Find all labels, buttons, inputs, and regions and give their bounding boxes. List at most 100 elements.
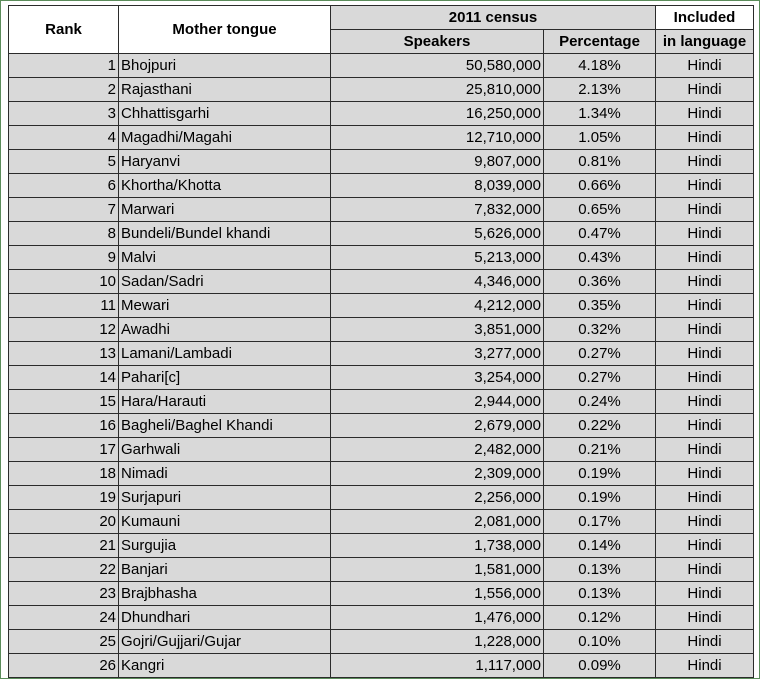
mother-tongue-cell[interactable]: Bundeli/Bundel khandi bbox=[118, 221, 331, 246]
mother-tongue-cell[interactable]: Sadan/Sadri bbox=[118, 269, 331, 294]
percentage-cell[interactable]: 0.65% bbox=[543, 197, 656, 222]
speakers-cell[interactable]: 1,556,000 bbox=[330, 581, 544, 606]
language-cell[interactable]: Hindi bbox=[655, 53, 754, 78]
rank-cell[interactable]: 18 bbox=[8, 461, 119, 486]
language-cell[interactable]: Hindi bbox=[655, 581, 754, 606]
mother-tongue-cell[interactable]: Malvi bbox=[118, 245, 331, 270]
mother-tongue-cell[interactable]: Surjapuri bbox=[118, 485, 331, 510]
percentage-cell[interactable]: 0.36% bbox=[543, 269, 656, 294]
rank-cell[interactable]: 23 bbox=[8, 581, 119, 606]
language-cell[interactable]: Hindi bbox=[655, 485, 754, 510]
rank-cell[interactable]: 1 bbox=[8, 53, 119, 78]
rank-cell[interactable]: 4 bbox=[8, 125, 119, 150]
mother-tongue-cell[interactable]: Mewari bbox=[118, 293, 331, 318]
speakers-cell[interactable]: 7,832,000 bbox=[330, 197, 544, 222]
language-cell[interactable]: Hindi bbox=[655, 197, 754, 222]
percentage-cell[interactable]: 4.18% bbox=[543, 53, 656, 78]
percentage-cell[interactable]: 0.35% bbox=[543, 293, 656, 318]
rank-cell[interactable]: 5 bbox=[8, 149, 119, 174]
speakers-cell[interactable]: 3,254,000 bbox=[330, 365, 544, 390]
language-cell[interactable]: Hindi bbox=[655, 413, 754, 438]
mother-tongue-cell[interactable]: Awadhi bbox=[118, 317, 331, 342]
language-cell[interactable]: Hindi bbox=[655, 293, 754, 318]
header-mother-tongue[interactable]: Mother tongue bbox=[118, 5, 331, 54]
speakers-cell[interactable]: 1,117,000 bbox=[330, 653, 544, 678]
percentage-cell[interactable]: 0.19% bbox=[543, 485, 656, 510]
rank-cell[interactable]: 15 bbox=[8, 389, 119, 414]
header-included-line2[interactable]: in language bbox=[655, 29, 754, 54]
language-cell[interactable]: Hindi bbox=[655, 221, 754, 246]
mother-tongue-cell[interactable]: Marwari bbox=[118, 197, 331, 222]
mother-tongue-cell[interactable]: Brajbhasha bbox=[118, 581, 331, 606]
speakers-cell[interactable]: 5,213,000 bbox=[330, 245, 544, 270]
language-cell[interactable]: Hindi bbox=[655, 461, 754, 486]
speakers-cell[interactable]: 16,250,000 bbox=[330, 101, 544, 126]
percentage-cell[interactable]: 0.27% bbox=[543, 341, 656, 366]
speakers-cell[interactable]: 1,581,000 bbox=[330, 557, 544, 582]
rank-cell[interactable]: 16 bbox=[8, 413, 119, 438]
language-cell[interactable]: Hindi bbox=[655, 389, 754, 414]
language-cell[interactable]: Hindi bbox=[655, 317, 754, 342]
percentage-cell[interactable]: 0.27% bbox=[543, 365, 656, 390]
percentage-cell[interactable]: 0.13% bbox=[543, 581, 656, 606]
mother-tongue-cell[interactable]: Lamani/Lambadi bbox=[118, 341, 331, 366]
rank-cell[interactable]: 7 bbox=[8, 197, 119, 222]
percentage-cell[interactable]: 0.09% bbox=[543, 653, 656, 678]
language-cell[interactable]: Hindi bbox=[655, 365, 754, 390]
percentage-cell[interactable]: 1.05% bbox=[543, 125, 656, 150]
speakers-cell[interactable]: 1,228,000 bbox=[330, 629, 544, 654]
rank-cell[interactable]: 21 bbox=[8, 533, 119, 558]
percentage-cell[interactable]: 0.19% bbox=[543, 461, 656, 486]
rank-cell[interactable]: 20 bbox=[8, 509, 119, 534]
percentage-cell[interactable]: 0.81% bbox=[543, 149, 656, 174]
mother-tongue-cell[interactable]: Banjari bbox=[118, 557, 331, 582]
language-cell[interactable]: Hindi bbox=[655, 77, 754, 102]
language-cell[interactable]: Hindi bbox=[655, 653, 754, 678]
header-rank[interactable]: Rank bbox=[8, 5, 119, 54]
speakers-cell[interactable]: 2,256,000 bbox=[330, 485, 544, 510]
rank-cell[interactable]: 14 bbox=[8, 365, 119, 390]
speakers-cell[interactable]: 5,626,000 bbox=[330, 221, 544, 246]
mother-tongue-cell[interactable]: Kangri bbox=[118, 653, 331, 678]
mother-tongue-cell[interactable]: Rajasthani bbox=[118, 77, 331, 102]
language-cell[interactable]: Hindi bbox=[655, 269, 754, 294]
language-cell[interactable]: Hindi bbox=[655, 533, 754, 558]
language-cell[interactable]: Hindi bbox=[655, 605, 754, 630]
header-percentage[interactable]: Percentage bbox=[543, 29, 656, 54]
percentage-cell[interactable]: 0.10% bbox=[543, 629, 656, 654]
percentage-cell[interactable]: 0.43% bbox=[543, 245, 656, 270]
mother-tongue-cell[interactable]: Magadhi/Magahi bbox=[118, 125, 331, 150]
rank-cell[interactable]: 19 bbox=[8, 485, 119, 510]
percentage-cell[interactable]: 0.17% bbox=[543, 509, 656, 534]
language-cell[interactable]: Hindi bbox=[655, 341, 754, 366]
mother-tongue-cell[interactable]: Chhattisgarhi bbox=[118, 101, 331, 126]
rank-cell[interactable]: 10 bbox=[8, 269, 119, 294]
mother-tongue-cell[interactable]: Bagheli/Baghel Khandi bbox=[118, 413, 331, 438]
percentage-cell[interactable]: 0.14% bbox=[543, 533, 656, 558]
language-cell[interactable]: Hindi bbox=[655, 101, 754, 126]
language-cell[interactable]: Hindi bbox=[655, 125, 754, 150]
speakers-cell[interactable]: 9,807,000 bbox=[330, 149, 544, 174]
speakers-cell[interactable]: 12,710,000 bbox=[330, 125, 544, 150]
header-speakers[interactable]: Speakers bbox=[330, 29, 544, 54]
speakers-cell[interactable]: 25,810,000 bbox=[330, 77, 544, 102]
language-cell[interactable]: Hindi bbox=[655, 629, 754, 654]
speakers-cell[interactable]: 4,212,000 bbox=[330, 293, 544, 318]
language-cell[interactable]: Hindi bbox=[655, 509, 754, 534]
rank-cell[interactable]: 17 bbox=[8, 437, 119, 462]
mother-tongue-cell[interactable]: Pahari[c] bbox=[118, 365, 331, 390]
speakers-cell[interactable]: 4,346,000 bbox=[330, 269, 544, 294]
rank-cell[interactable]: 6 bbox=[8, 173, 119, 198]
mother-tongue-cell[interactable]: Kumauni bbox=[118, 509, 331, 534]
rank-cell[interactable]: 2 bbox=[8, 77, 119, 102]
rank-cell[interactable]: 3 bbox=[8, 101, 119, 126]
percentage-cell[interactable]: 0.13% bbox=[543, 557, 656, 582]
speakers-cell[interactable]: 8,039,000 bbox=[330, 173, 544, 198]
rank-cell[interactable]: 24 bbox=[8, 605, 119, 630]
speakers-cell[interactable]: 2,482,000 bbox=[330, 437, 544, 462]
rank-cell[interactable]: 22 bbox=[8, 557, 119, 582]
mother-tongue-cell[interactable]: Surgujia bbox=[118, 533, 331, 558]
rank-cell[interactable]: 26 bbox=[8, 653, 119, 678]
language-cell[interactable]: Hindi bbox=[655, 557, 754, 582]
language-cell[interactable]: Hindi bbox=[655, 173, 754, 198]
